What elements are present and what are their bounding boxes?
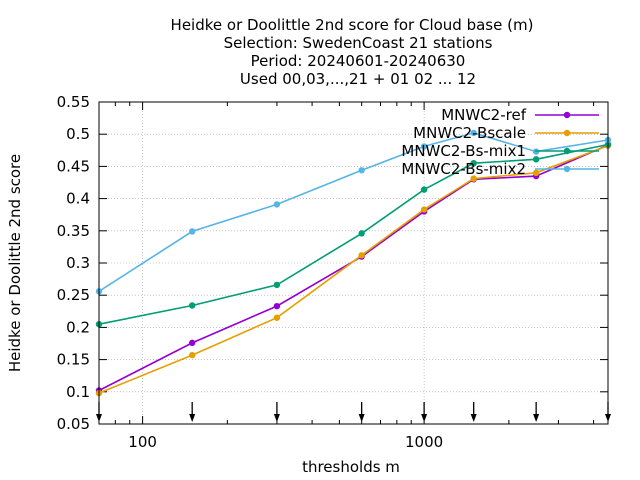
legend-label: MNWC2-Bs-mix1 [401, 142, 526, 160]
series-point [273, 314, 281, 321]
title-line-4: Used 00,03,...,21 + 01 02 ... 12 [240, 70, 476, 88]
series-point [273, 281, 281, 289]
y-tick-label: 0.2 [66, 318, 90, 336]
series-point [420, 186, 428, 193]
threshold-arrow-head [273, 414, 280, 422]
legend-swatch-point [563, 111, 571, 119]
series-point [420, 143, 428, 150]
axes: 0.05 0.1 0.15 0.2 0.25 0.3 0.35 0.4 0.45 0.5 0.55 1… [57, 93, 608, 451]
plot-frame [98, 101, 609, 425]
y-tick-label: 0.35 [57, 222, 90, 240]
threshold-arrow-head [470, 414, 477, 422]
y-tick-label: 0.5 [66, 125, 90, 143]
series-point [470, 129, 477, 137]
x-tick-label: 100 [128, 433, 157, 451]
y-tick-label: 0.45 [57, 157, 90, 175]
y-tick-label: 0.1 [66, 383, 90, 401]
series-point [358, 167, 365, 174]
x-tick-label: 1000 [405, 433, 443, 451]
y-tick-label: 0.4 [66, 190, 90, 208]
title-line-1: Heidke or Doolittle 2nd score for Cloud … [171, 16, 534, 34]
y-tick-label: 0.25 [57, 286, 90, 304]
series-point [470, 175, 477, 182]
series-point [273, 302, 281, 310]
legend-swatch-point [563, 147, 571, 155]
series [95, 129, 612, 397]
series-point [273, 201, 281, 208]
series-line [98, 132, 609, 292]
series-line [98, 144, 609, 392]
title-line-3: Period: 20240601-20240630 [251, 52, 466, 70]
series-point [188, 228, 196, 235]
y-axis-label: Heidke or Doolittle 2nd score [6, 154, 24, 372]
x-axis-label: thresholds m [302, 458, 400, 476]
series-point [188, 339, 196, 347]
series-point [188, 302, 196, 309]
legend-label: MNWC2-ref [441, 106, 526, 124]
threshold-arrow-head [533, 414, 540, 422]
y-tick-label: 0.3 [66, 254, 90, 272]
series-point [470, 159, 477, 167]
series-point [358, 252, 365, 259]
legend-label: MNWC2-Bscale [413, 124, 526, 142]
series-line [98, 143, 609, 325]
y-tick-label: 0.15 [57, 351, 90, 369]
threshold-arrow-head [189, 414, 196, 422]
y-tick-label: 0.05 [57, 415, 90, 433]
series-line [98, 145, 609, 394]
series-point [532, 156, 540, 163]
y-tick-label: 0.55 [57, 93, 90, 111]
series-point [358, 230, 365, 237]
series-point [532, 169, 540, 177]
threshold-arrow-head [421, 414, 428, 422]
legend-swatch-point [563, 165, 571, 173]
threshold-markers [96, 402, 611, 422]
chart-title: Heidke or Doolittle 2nd score for Cloud … [171, 16, 534, 88]
series-point [420, 206, 428, 213]
title-line-2: Selection: SwedenCoast 21 stations [224, 34, 493, 52]
threshold-arrow-head [358, 414, 365, 422]
legend-swatch-point [563, 129, 571, 137]
legend-label: MNWC2-Bs-mix2 [401, 160, 526, 178]
series-point [188, 351, 196, 359]
grid [99, 102, 608, 424]
legend: MNWC2-refMNWC2-BscaleMNWC2-Bs-mix1MNWC2-… [401, 106, 599, 178]
